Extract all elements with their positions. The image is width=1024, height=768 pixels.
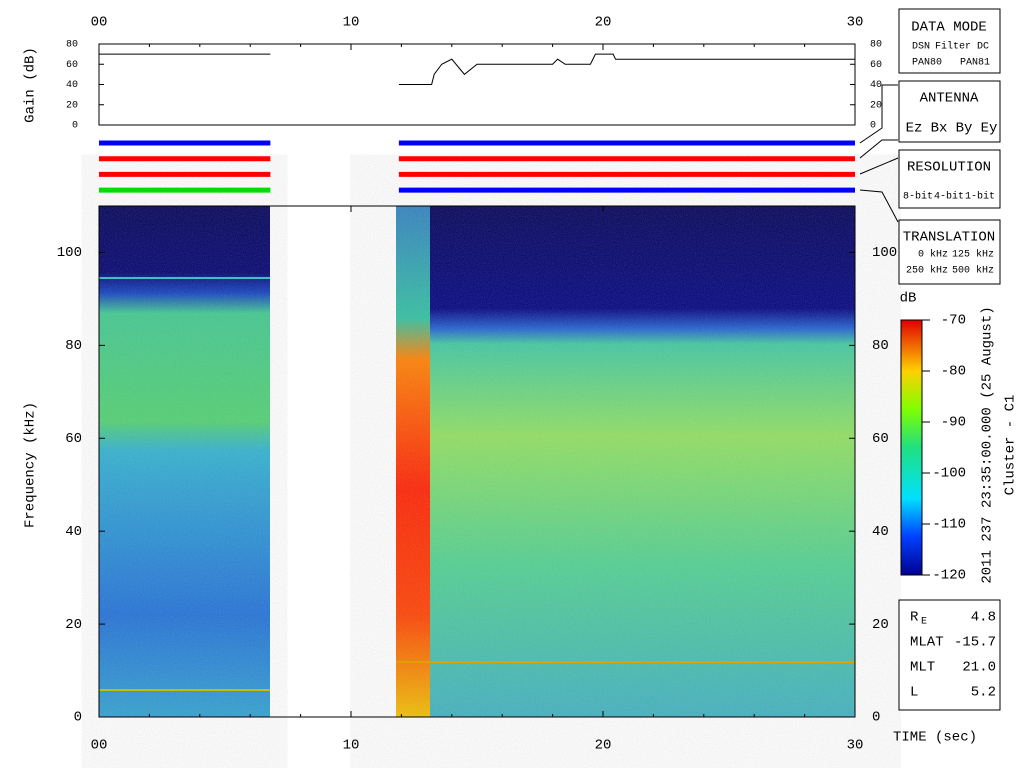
colorbar-tick-label: -120: [932, 568, 966, 584]
translation-item: 0 kHz: [918, 249, 948, 261]
panel-title: RESOLUTION: [907, 160, 991, 176]
ephemeris-label: MLT: [910, 660, 935, 676]
gain-tick-label-right: 0: [870, 121, 876, 132]
ephemeris-label: MLAT: [910, 635, 944, 651]
ephemeris-value: 21.0: [962, 660, 996, 676]
y-tick-label: 80: [65, 338, 82, 354]
resolution-item: 1-bit: [965, 191, 995, 203]
gain-tick-label-right: 80: [870, 40, 882, 51]
panel-title: ANTENNA: [920, 91, 979, 107]
top-x-tick-label: 20: [595, 15, 612, 31]
colorbar: [900, 319, 923, 576]
gain-tick-label-right: 40: [870, 80, 882, 91]
top-x-tick-label: 00: [91, 15, 108, 31]
ephemeris-box: [898, 599, 1001, 711]
y-tick-label-right: 80: [872, 338, 889, 354]
antenna-box: [898, 80, 1001, 143]
antenna-item: Ey: [981, 121, 998, 137]
top-x-tick-label: 30: [847, 15, 864, 31]
y-tick-label: 60: [65, 431, 82, 447]
ephemeris-label: L: [910, 685, 918, 701]
spacecraft-label: Cluster - C1: [1003, 395, 1019, 496]
date-label: 2011 237 23:35:00.000 (25 August): [980, 306, 996, 583]
gain-tick-label: 20: [66, 100, 78, 111]
gain-tick-label: 80: [66, 40, 78, 51]
top-x-tick-label: 10: [343, 15, 360, 31]
data-mode-box: [898, 8, 1001, 74]
y-tick-label: 20: [65, 617, 82, 633]
colorbar-tick-label: -80: [941, 364, 966, 380]
ephemeris-value: 4.8: [971, 610, 996, 626]
x-tick-label: 10: [343, 738, 360, 754]
y-tick-label-right: 20: [872, 617, 889, 633]
x-axis-label: TIME (sec): [893, 730, 977, 746]
ephemeris-value: 5.2: [971, 685, 996, 701]
y-tick-label-right: 40: [872, 524, 889, 540]
translation-box: [898, 219, 1001, 285]
translation-item: 125 kHz: [952, 249, 994, 261]
data-mode-item: PAN81: [960, 58, 990, 69]
colorbar-label: dB: [900, 291, 917, 307]
spectrogram-frame: [98, 205, 856, 718]
side-panels: DATA MODE DSN Filter DC PAN80 PAN81 ANTENNA Ez B…: [898, 8, 1001, 711]
gain-axis-label: Gain (dB): [23, 47, 39, 123]
y-tick-label: 100: [57, 245, 82, 261]
resolution-item: 4-bit: [934, 191, 964, 203]
data-mode-item: PAN80: [912, 58, 942, 69]
gain-frame: [98, 43, 856, 126]
x-tick-label: 30: [847, 738, 864, 754]
gain-tick-label-right: 20: [870, 100, 882, 111]
y-tick-label-right: 100: [872, 245, 897, 261]
resolution-box: [898, 149, 1001, 209]
antenna-item: Bx: [931, 121, 948, 137]
y-tick-label-right: 0: [872, 710, 880, 726]
x-tick-label: 00: [91, 738, 108, 754]
data-mode-item: DC: [977, 42, 989, 53]
y-tick-label: 0: [74, 710, 82, 726]
gain-line: [398, 53, 855, 85]
colorbar-tick-label: -100: [932, 466, 966, 482]
antenna-item: Ez: [906, 121, 923, 137]
data-mode-item: DSN: [912, 42, 930, 53]
ephemeris-value: -15.7: [954, 635, 996, 651]
gain-tick-label: 60: [66, 60, 78, 71]
spectrogram-texture: [99, 206, 855, 717]
resolution-item: 8-bit: [903, 191, 933, 203]
ephemeris-label: R: [910, 610, 919, 626]
panel-title: DATA MODE: [911, 20, 987, 36]
gain-tick-label-right: 60: [870, 60, 882, 71]
gain-tick-label: 40: [66, 80, 78, 91]
panel-title: TRANSLATION: [903, 230, 995, 246]
y-tick-label-right: 60: [872, 431, 889, 447]
x-tick-label: 20: [595, 738, 612, 754]
colorbar-tick-label: -110: [932, 517, 966, 533]
ephemeris-sub: E: [921, 617, 927, 628]
colorbar-tick-label: -70: [941, 313, 966, 329]
translation-item: 250 kHz: [906, 265, 948, 277]
translation-item: 500 kHz: [952, 265, 994, 277]
y-tick-label: 40: [65, 524, 82, 540]
y-axis-label: Frequency (kHz): [23, 402, 39, 528]
connectors: [859, 84, 899, 223]
data-mode-item: Filter: [935, 41, 971, 53]
gain-tick-label: 0: [72, 121, 78, 132]
antenna-item: By: [956, 121, 973, 137]
colorbar-tick-label: -90: [941, 415, 966, 431]
